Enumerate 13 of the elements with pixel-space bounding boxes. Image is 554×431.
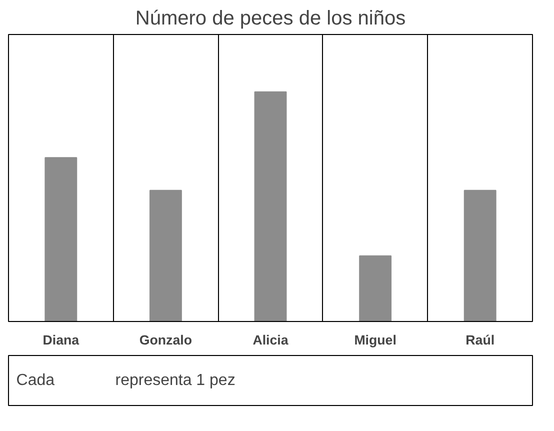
- bar: [464, 190, 496, 322]
- bar: [44, 157, 78, 322]
- x-tick-label: Gonzalo: [139, 332, 192, 348]
- x-tick-label: Diana: [42, 332, 80, 348]
- text: representa 1 pez: [115, 372, 236, 389]
- x-tick-label: Raúl: [466, 332, 495, 348]
- bar: [359, 255, 392, 322]
- x-tick-label: Miguel: [354, 332, 396, 348]
- bar: [149, 190, 182, 322]
- chart-title: Número de peces de los niños: [135, 8, 406, 30]
- text: Cada: [16, 372, 55, 389]
- bar: [254, 91, 287, 322]
- x-tick-label: Alicia: [252, 332, 289, 348]
